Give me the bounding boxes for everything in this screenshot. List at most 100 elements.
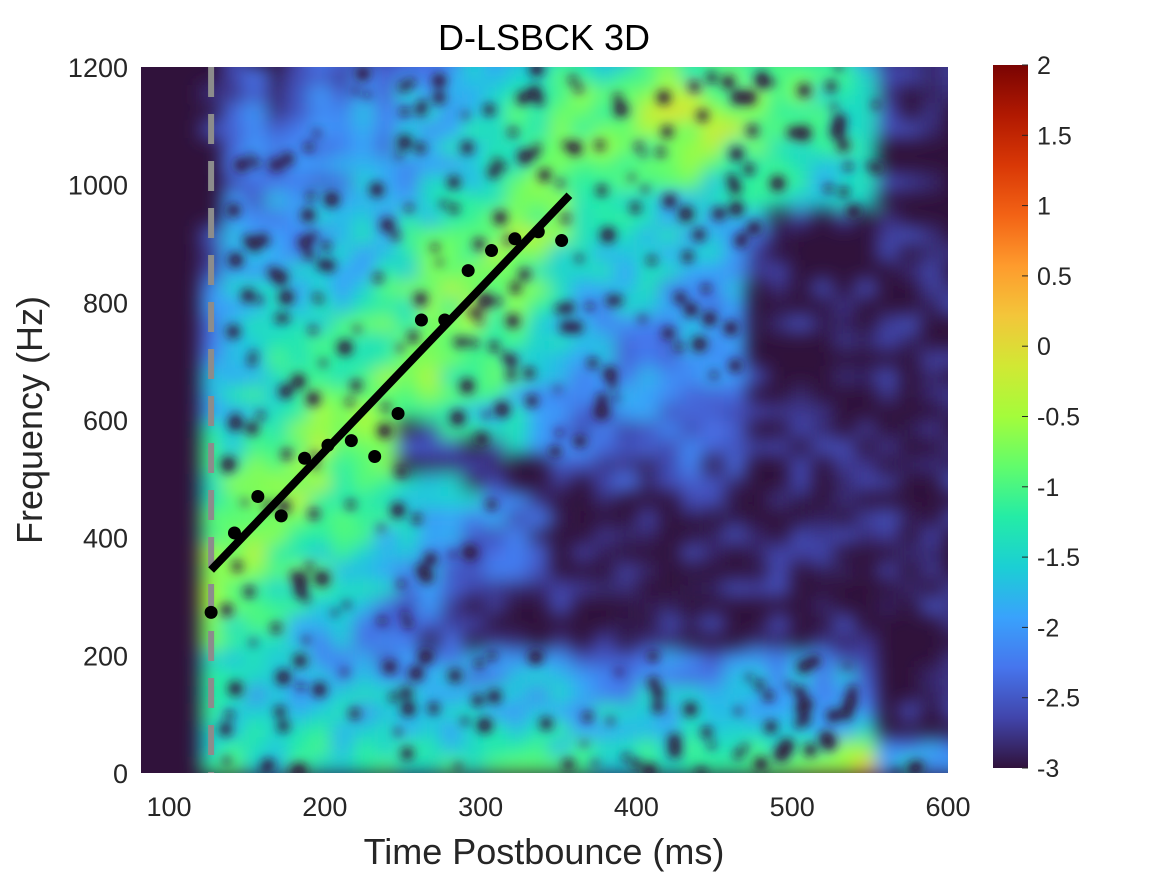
heat-cell xyxy=(243,684,267,704)
peak-point xyxy=(274,509,288,523)
heat-cell xyxy=(592,490,616,510)
heat-cell xyxy=(658,225,682,245)
heat-cell xyxy=(898,225,921,245)
heat-cell xyxy=(701,525,725,545)
peak-point xyxy=(368,449,382,463)
speckle xyxy=(640,150,647,157)
heat-cell xyxy=(352,155,376,174)
speckle xyxy=(308,231,318,242)
heat-cell xyxy=(876,561,900,580)
heat-cell xyxy=(876,596,900,616)
speckle xyxy=(473,238,485,251)
heat-cell xyxy=(309,172,333,192)
speckle xyxy=(352,87,360,95)
heat-cell xyxy=(854,67,878,68)
heat-cell xyxy=(570,384,594,404)
heat-cell xyxy=(461,190,485,210)
heat-cell xyxy=(287,190,311,210)
speckle xyxy=(803,743,817,757)
heat-cell xyxy=(505,561,529,580)
speckle xyxy=(582,711,593,723)
heat-cell xyxy=(636,67,660,86)
heat-cell xyxy=(832,490,856,510)
heat-cell xyxy=(287,667,311,686)
heat-cell xyxy=(789,102,812,121)
heat-cell xyxy=(919,684,943,704)
y-tick-label: 600 xyxy=(83,406,128,436)
heat-cell xyxy=(614,684,638,704)
heat-cell xyxy=(941,437,948,457)
heat-cell xyxy=(592,349,616,369)
heat-cell xyxy=(440,631,463,651)
heat-cell xyxy=(876,508,900,527)
heat-cell xyxy=(287,525,311,545)
heat-cell xyxy=(919,420,943,439)
x-axis: 100 200 300 400 500 600 xyxy=(147,792,971,822)
heat-cell xyxy=(374,755,398,773)
heat-cell xyxy=(352,172,376,192)
heat-cell xyxy=(243,314,267,333)
heat-cell xyxy=(483,314,507,333)
heat-cell xyxy=(723,437,747,457)
speckle xyxy=(728,201,744,217)
heat-cell xyxy=(680,119,703,139)
heat-cell xyxy=(287,420,311,439)
heat-cell xyxy=(396,631,420,651)
speckle xyxy=(683,302,699,317)
speckle xyxy=(269,159,282,171)
heat-cell xyxy=(701,296,725,316)
heat-cell xyxy=(876,119,900,139)
heat-cell xyxy=(440,155,463,174)
heat-cell xyxy=(352,543,376,563)
speckle xyxy=(733,749,744,760)
heat-cell xyxy=(461,702,485,722)
heat-cell xyxy=(222,190,245,210)
heat-cell xyxy=(876,314,900,333)
speckle xyxy=(414,142,427,154)
heatmap-intensity xyxy=(200,67,948,773)
heat-cell xyxy=(483,737,507,757)
heat-cell xyxy=(527,331,551,351)
y-tick-label: 1200 xyxy=(68,53,128,83)
speckle xyxy=(847,685,858,696)
heat-cell xyxy=(919,172,943,192)
heat-cell xyxy=(919,384,943,404)
heat-cell xyxy=(352,420,376,439)
heat-cell xyxy=(658,349,682,369)
speckle xyxy=(417,99,428,110)
heat-cell xyxy=(440,561,463,580)
heat-cell xyxy=(265,349,289,369)
heat-cell xyxy=(810,67,834,68)
heat-cell xyxy=(309,155,333,174)
heat-cell xyxy=(331,649,354,669)
speckle xyxy=(281,152,294,166)
heat-cell xyxy=(505,420,529,439)
speckle xyxy=(839,705,854,721)
speckle xyxy=(509,281,522,294)
heat-cell xyxy=(854,84,878,104)
heat-cell xyxy=(658,172,682,192)
heat-cell xyxy=(789,137,812,157)
heat-cell xyxy=(243,84,267,104)
heat-cell xyxy=(440,578,463,598)
heat-cell xyxy=(483,755,507,773)
speckle xyxy=(305,562,314,572)
speckle xyxy=(554,304,565,315)
heat-cell xyxy=(919,67,943,86)
heat-cell xyxy=(636,102,660,121)
heat-cell xyxy=(876,67,900,86)
heat-cell xyxy=(941,455,948,474)
heat-cell xyxy=(505,331,529,351)
heat-cell xyxy=(396,720,420,739)
x-axis-label: Time Postbounce (ms) xyxy=(364,831,725,872)
heat-cell xyxy=(832,155,856,174)
heat-cell xyxy=(701,614,725,633)
heat-cell xyxy=(374,84,398,104)
heat-cell xyxy=(505,102,529,121)
heat-cell xyxy=(418,614,442,633)
speckle xyxy=(281,448,292,460)
heat-cell xyxy=(789,314,812,333)
heat-cell xyxy=(941,702,948,722)
speckle xyxy=(303,248,315,260)
